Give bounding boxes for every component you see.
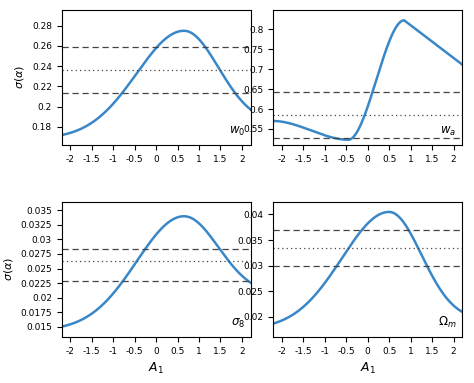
Y-axis label: $\sigma(\alpha)$: $\sigma(\alpha)$ [2,257,15,282]
X-axis label: $A_1$: $A_1$ [360,361,376,376]
Text: $w_0$: $w_0$ [228,125,245,138]
Text: $\Omega_m$: $\Omega_m$ [438,315,456,330]
X-axis label: $A_1$: $A_1$ [148,361,164,376]
Text: $\sigma_8$: $\sigma_8$ [231,317,245,330]
Y-axis label: $\sigma(\alpha)$: $\sigma(\alpha)$ [13,65,26,89]
Text: $w_a$: $w_a$ [440,125,456,138]
